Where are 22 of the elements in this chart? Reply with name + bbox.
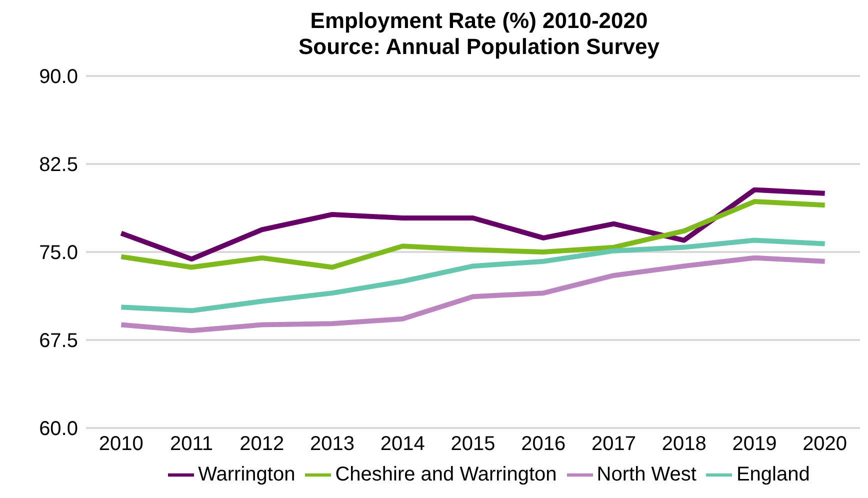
legend-label: Warrington — [198, 463, 296, 486]
y-tick-label: 67.5 — [39, 330, 78, 352]
y-tick-label: 82.5 — [39, 154, 78, 176]
legend-label: England — [736, 463, 810, 486]
x-tick-label: 2011 — [170, 433, 214, 456]
chart-title: Employment Rate (%) 2010-2020 — [309, 8, 649, 34]
x-tick-label: 2012 — [240, 433, 284, 456]
y-tick-label: 90.0 — [39, 66, 78, 88]
x-tick-label: 2013 — [310, 433, 355, 456]
legend-label: Cheshire and Warrington — [335, 463, 557, 486]
y-tick-label: 75.0 — [39, 242, 78, 264]
x-tick-label: 2018 — [662, 433, 706, 456]
x-tick-label: 2014 — [380, 433, 425, 456]
x-tick-label: 2015 — [450, 433, 496, 456]
x-tick-label: 2010 — [98, 433, 144, 456]
x-tick-label: 2016 — [521, 433, 566, 456]
x-tick-label: 2017 — [591, 433, 636, 456]
x-tick-label: 2020 — [802, 433, 848, 456]
y-tick-label: 60.0 — [39, 418, 78, 440]
x-tick-label: 2019 — [732, 433, 777, 456]
legend-label: North West — [596, 463, 696, 486]
chart-subtitle: Source: Annual Population Survey — [297, 34, 660, 60]
